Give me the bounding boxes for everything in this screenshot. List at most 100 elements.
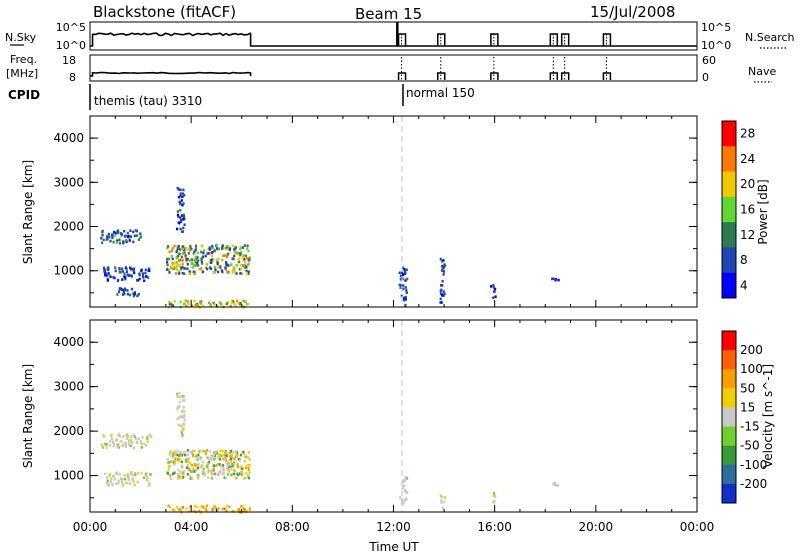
- data-cell: [186, 457, 189, 461]
- data-cell: [118, 473, 121, 476]
- data-cell: [173, 265, 176, 269]
- data-cell: [174, 457, 177, 461]
- data-cell: [439, 297, 442, 301]
- data-cell: [136, 278, 139, 282]
- data-cell: [181, 195, 184, 199]
- data-cell: [138, 277, 141, 281]
- data-cell: [195, 454, 198, 458]
- data-cell: [221, 258, 224, 262]
- data-cell: [225, 467, 228, 470]
- data-cell: [244, 472, 247, 475]
- velocity-data: [100, 391, 559, 514]
- data-cell: [404, 475, 407, 479]
- data-cell: [247, 456, 250, 459]
- data-cell: [121, 477, 124, 481]
- data-cell: [402, 273, 405, 276]
- data-cell: [240, 251, 243, 254]
- data-cell: [241, 505, 244, 509]
- data-cell: [199, 457, 202, 461]
- data-cell: [212, 453, 216, 456]
- data-cell: [111, 233, 114, 236]
- data-cell: [140, 446, 143, 449]
- data-cell: [115, 482, 118, 485]
- power-axes: 1000 2000 3000 4000: [53, 116, 698, 307]
- data-cell: [241, 467, 244, 470]
- data-cell: [235, 264, 238, 267]
- data-cell: [133, 291, 136, 294]
- data-cell: [206, 456, 209, 459]
- colorbar-swatch: [722, 445, 736, 466]
- data-cell: [206, 462, 209, 466]
- data-cell: [236, 251, 239, 255]
- data-cell: [175, 268, 178, 272]
- data-cell: [123, 477, 126, 481]
- data-cell: [203, 473, 206, 477]
- data-cell: [176, 406, 180, 409]
- data-cell: [186, 473, 189, 476]
- data-cell: [402, 284, 405, 287]
- data-cell: [167, 245, 170, 248]
- data-cell: [179, 474, 182, 478]
- data-cell: [127, 440, 131, 443]
- data-cell: [168, 271, 171, 274]
- data-cell: [183, 418, 186, 422]
- data-cell: [235, 272, 238, 275]
- cpid-mode-themis: themis (tau) 3310: [94, 94, 202, 108]
- data-cell: [131, 441, 134, 444]
- data-cell: [176, 244, 179, 248]
- data-cell: [175, 256, 178, 260]
- data-cell: [225, 263, 228, 267]
- data-cell: [216, 270, 220, 274]
- data-cell: [126, 435, 129, 439]
- data-cell: [247, 451, 251, 454]
- data-cell: [181, 192, 185, 195]
- data-cell: [176, 255, 179, 258]
- data-cell: [224, 449, 227, 453]
- x-tick-label: 04:00: [174, 520, 209, 534]
- data-cell: [244, 261, 247, 264]
- data-cell: [234, 304, 237, 308]
- data-cell: [207, 301, 211, 305]
- data-cell: [181, 433, 184, 437]
- data-cell: [228, 469, 231, 472]
- data-cell: [247, 466, 250, 470]
- power-colorbar-label: Power [dB]: [756, 179, 770, 244]
- data-cell: [144, 268, 147, 272]
- data-cell: [404, 303, 407, 307]
- data-cell: [210, 477, 213, 480]
- data-cell: [177, 251, 180, 255]
- data-cell: [233, 270, 236, 273]
- data-cell: [193, 470, 196, 473]
- data-cell: [119, 477, 122, 481]
- data-cell: [196, 256, 199, 259]
- data-cell: [177, 423, 180, 427]
- x-tick-label: 08:00: [275, 520, 310, 534]
- station-title: Blackstone (fitACF): [93, 3, 236, 21]
- data-cell: [182, 399, 185, 402]
- data-cell: [400, 294, 403, 298]
- data-cell: [201, 270, 204, 274]
- data-cell: [221, 507, 224, 511]
- data-cell: [207, 248, 210, 251]
- data-cell: [178, 400, 181, 404]
- data-cell: [114, 269, 117, 273]
- data-cell: [492, 494, 495, 498]
- data-cell: [206, 464, 209, 468]
- x-tick-label: 16:00: [477, 520, 512, 534]
- data-cell: [247, 476, 251, 480]
- data-cell: [108, 473, 111, 477]
- y-tick-label: 1000: [53, 469, 84, 483]
- data-cell: [557, 278, 560, 282]
- data-cell: [133, 483, 136, 487]
- data-cell: [399, 278, 402, 281]
- data-cell: [230, 473, 233, 477]
- data-cell: [209, 304, 212, 307]
- data-cell: [127, 478, 130, 482]
- velocity-axes: 1000 2000 3000 4000 00:00 04:00 08:00 12:00 16:0…: [53, 320, 714, 534]
- colorbar-swatch: [722, 146, 736, 173]
- data-cell: [167, 465, 171, 468]
- data-cell: [227, 467, 230, 471]
- data-cell: [111, 440, 114, 444]
- power-colorbar-tick: 28: [740, 127, 755, 141]
- data-cell: [208, 248, 212, 251]
